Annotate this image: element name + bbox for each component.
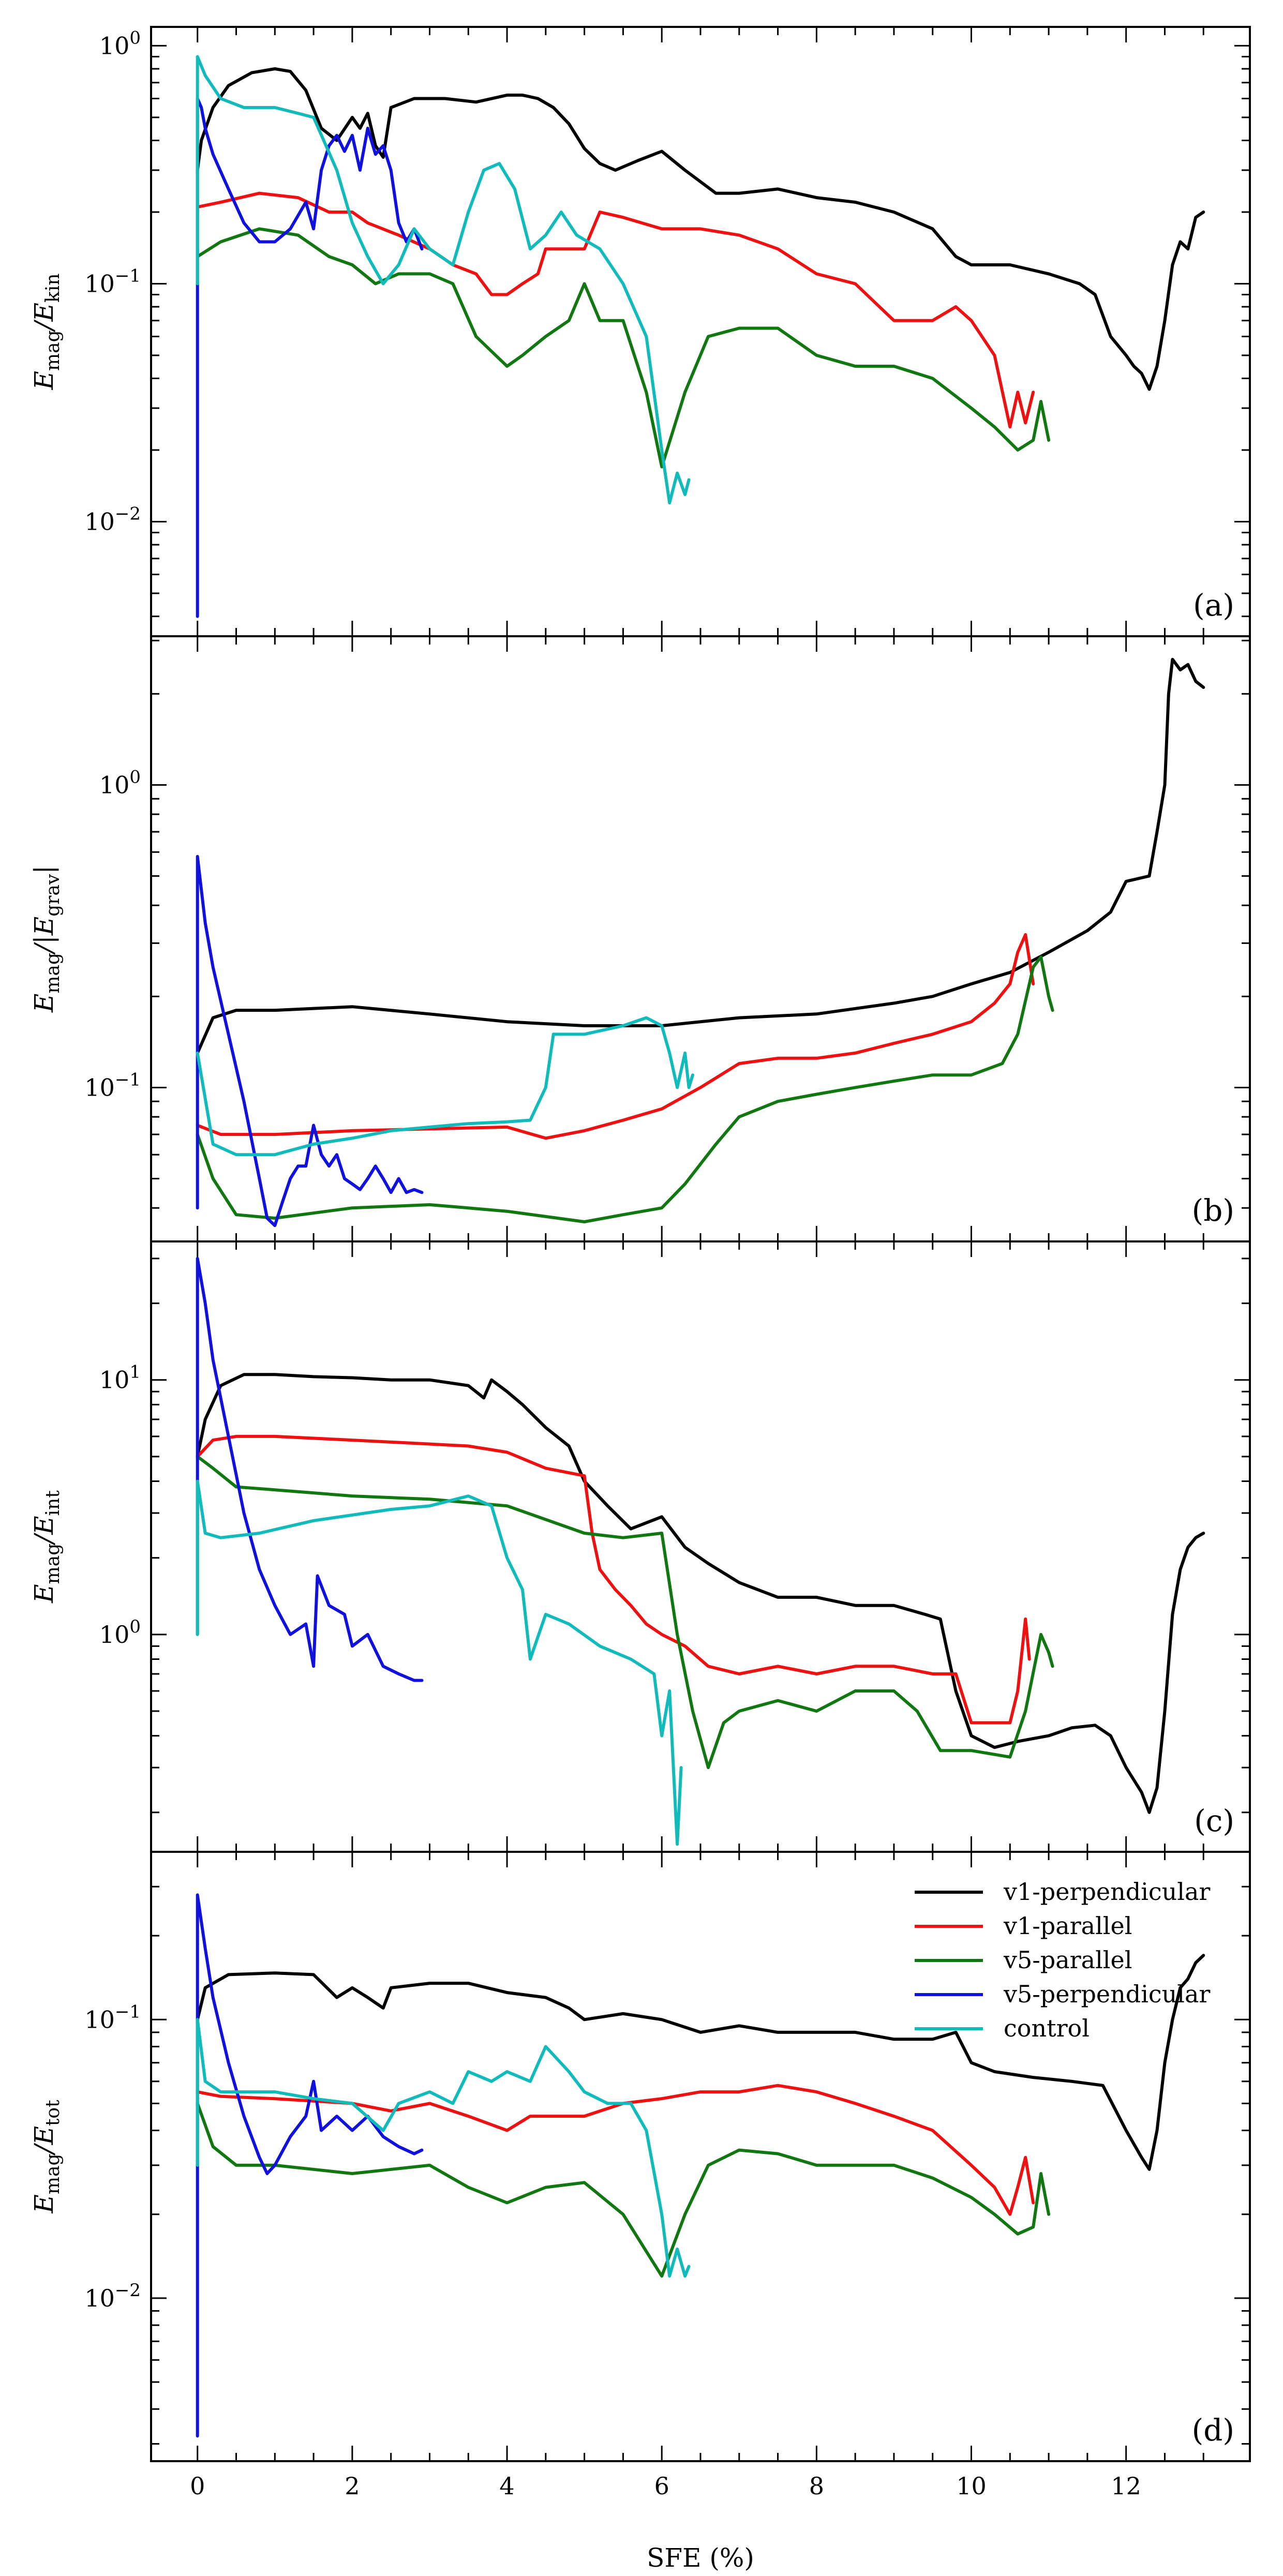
y-tick-label: 10−1: [84, 265, 141, 297]
series-line-v1-perpendicular: [196, 67, 1205, 391]
series-line-control: [196, 55, 691, 505]
panel-tag: (b): [1192, 1193, 1234, 1228]
ticks: [151, 636, 1250, 1241]
series-line-v1-perpendicular: [196, 1373, 1205, 1814]
series-line-v5-parallel: [196, 1455, 1054, 1770]
panel-b: 10−1 100 (b) Emag/|Egrav|: [29, 635, 1251, 1242]
series-line-control: [196, 2018, 691, 2278]
x-tick-label: 4: [499, 2472, 514, 2500]
x-tick-label: 12: [1111, 2472, 1141, 2500]
x-tick-label: 0: [190, 2472, 205, 2500]
legend-label-v5-parallel: v5-parallel: [1003, 1946, 1132, 1974]
series-line-v5-parallel: [196, 2102, 1051, 2278]
panel-tag: (c): [1194, 1803, 1234, 1838]
x-axis-label: SFE (%): [647, 2543, 754, 2573]
ticks: [151, 1241, 1250, 1852]
panel-c: 100 101 (c) Emag/Eint: [29, 1240, 1251, 1853]
ticks: [151, 1852, 1250, 2461]
series-line-v1-parallel: [196, 191, 1035, 429]
legend-label-control: control: [1004, 2014, 1090, 2042]
series-group: [196, 55, 1205, 618]
series-line-v1-perpendicular: [196, 1954, 1205, 2171]
legend-label-v1-perpendicular: v1-perpendicular: [1003, 1878, 1210, 1906]
panel-tag: (d): [1192, 2413, 1234, 2448]
panel-d: 10−2 10−1 (d) Emag/Etot 0 2 4 6 8 10 12: [29, 1851, 1251, 2500]
series-line-v5-perpendicular: [196, 855, 424, 1227]
series-line-v1-parallel: [196, 1434, 1031, 1725]
legend-label-v5-perpendicular: v5-perpendicular: [1003, 1980, 1210, 2008]
y-tick-label: 100: [99, 767, 141, 799]
y-tick-label: 10−1: [84, 2001, 141, 2033]
y-tick-label: 10−2: [84, 503, 141, 535]
x-tick-label: 2: [345, 2472, 360, 2500]
axes-frame: [150, 1851, 1251, 2462]
series-line-v1-parallel: [196, 2084, 1035, 2216]
series-group: [196, 1256, 1205, 1846]
y-tick-label: 101: [99, 1362, 141, 1394]
panel-tag: (a): [1193, 588, 1234, 623]
legend: v1-perpendicular v1-parallel v5-parallel v5…: [915, 1878, 1210, 2042]
x-tick-label: 8: [809, 2472, 824, 2500]
series-line-v5-parallel: [196, 227, 1051, 469]
series-line-control: [196, 1479, 683, 1846]
series-line-v5-parallel: [196, 955, 1054, 1223]
series-line-v5-perpendicular: [196, 1893, 424, 2438]
panels: 10−210−1100(a)Emag/Ekin10−1100(b)Emag/|E…: [29, 26, 1251, 2500]
y-axis-label: Emag/Etot: [29, 2100, 64, 2214]
series-line-v1-perpendicular: [196, 657, 1205, 1055]
y-tick-label: 10−2: [84, 2280, 141, 2312]
y-tick-label: 10−1: [84, 1069, 141, 1101]
x-tick-label: 10: [956, 2472, 987, 2500]
y-axis-label: Emag/|Egrav|: [29, 865, 64, 1013]
y-tick-label: 100: [99, 1616, 141, 1649]
y-axis-label: Emag/Ekin: [29, 273, 64, 390]
y-axis-label: Emag/Eint: [29, 1490, 64, 1604]
series-group: [196, 1893, 1205, 2438]
legend-label-v1-parallel: v1-parallel: [1003, 1912, 1132, 1940]
ticks: [151, 27, 1250, 636]
series-line-v5-perpendicular: [196, 1256, 424, 1682]
series-group: [196, 657, 1205, 1227]
y-tick-label: 100: [99, 27, 141, 59]
series-line-v5-perpendicular: [196, 97, 424, 618]
series-line-control: [196, 1016, 694, 1157]
x-tick-label: 6: [654, 2472, 669, 2500]
